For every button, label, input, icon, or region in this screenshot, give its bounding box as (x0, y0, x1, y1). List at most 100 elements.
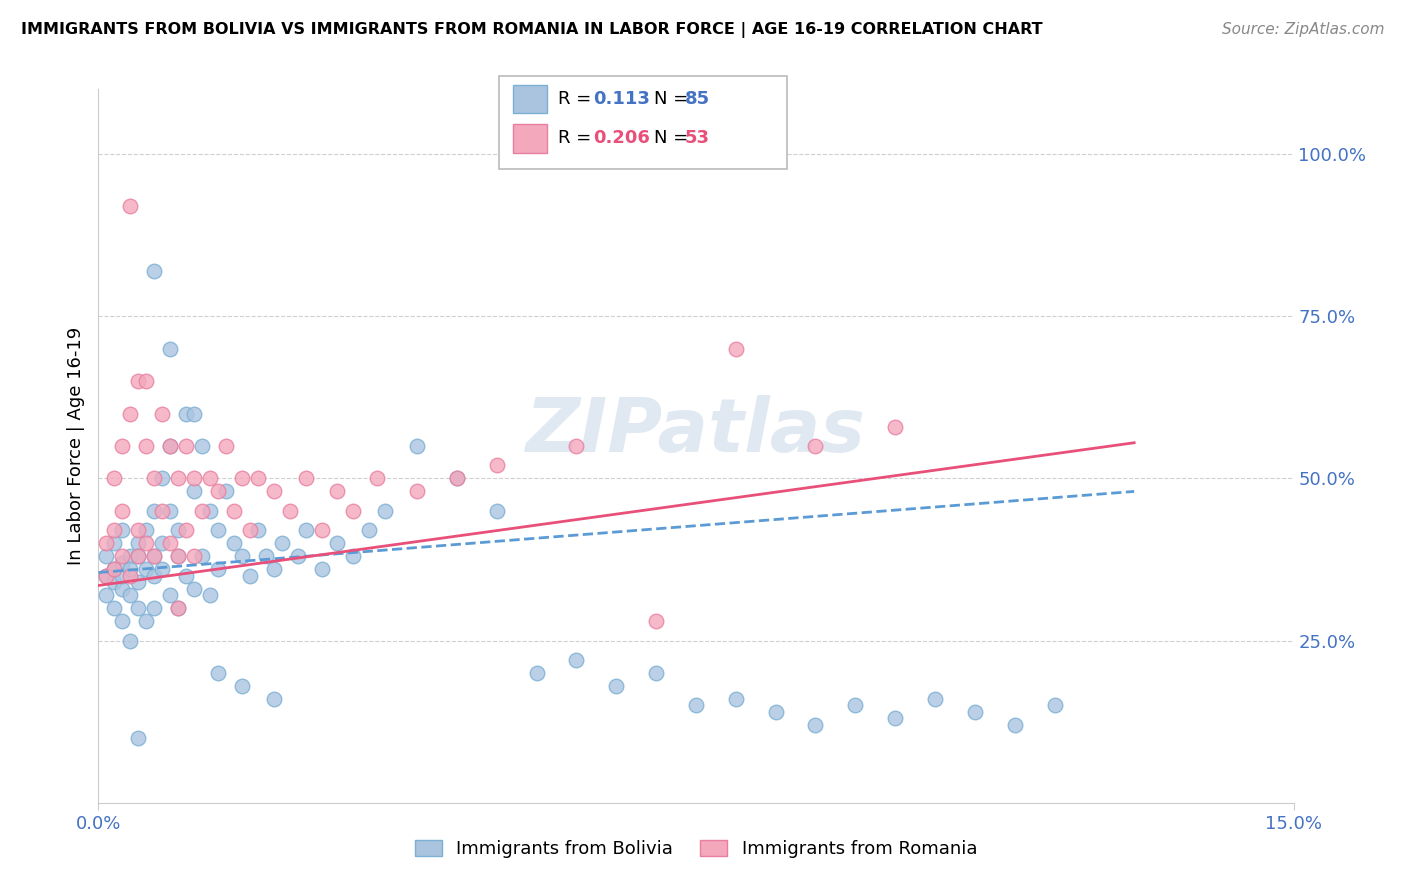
Point (215, 484, 238, 499)
Point (96, 536, 118, 550)
Point (278, 504, 301, 518)
Point (645, 614, 668, 628)
Point (135, 439, 157, 453)
Point (207, 484, 229, 499)
Point (198, 504, 221, 518)
Point (127, 601, 149, 615)
Point (183, 582, 205, 596)
Point (198, 588, 221, 602)
Point (150, 562, 173, 576)
Point (167, 471, 190, 485)
Point (174, 524, 197, 538)
Point (191, 549, 214, 564)
Point (804, 439, 827, 453)
Point (311, 524, 333, 538)
Point (159, 588, 181, 602)
Point (167, 601, 190, 615)
Point (120, 407, 142, 421)
Point (222, 536, 245, 550)
Point (167, 549, 190, 564)
Point (231, 679, 253, 693)
Point (311, 562, 333, 576)
Point (342, 549, 364, 564)
Point (111, 614, 134, 628)
Point (103, 524, 125, 538)
Point (183, 549, 205, 564)
Point (120, 199, 142, 213)
Point (446, 471, 468, 485)
Point (127, 549, 149, 564)
Point (884, 419, 907, 434)
Point (359, 524, 381, 538)
Point (374, 504, 396, 518)
Point (804, 718, 827, 732)
Point (127, 374, 149, 388)
Point (103, 601, 125, 615)
Point (263, 692, 285, 706)
Point (127, 536, 149, 550)
Point (135, 562, 157, 576)
Point (150, 471, 173, 485)
Point (884, 711, 907, 725)
Point (366, 471, 388, 485)
Point (143, 264, 166, 278)
Point (1043, 698, 1066, 713)
Point (844, 698, 866, 713)
Point (565, 439, 588, 453)
Point (765, 705, 787, 719)
Point (207, 562, 229, 576)
Text: IMMIGRANTS FROM BOLIVIA VS IMMIGRANTS FROM ROMANIA IN LABOR FORCE | AGE 16-19 CO: IMMIGRANTS FROM BOLIVIA VS IMMIGRANTS FR… (21, 22, 1043, 38)
Point (127, 549, 149, 564)
Point (111, 549, 134, 564)
Text: 85: 85 (685, 90, 710, 108)
Point (174, 407, 197, 421)
Point (191, 439, 214, 453)
Point (645, 666, 668, 681)
Text: R =: R = (558, 90, 603, 108)
Point (159, 536, 181, 550)
Point (150, 504, 173, 518)
Point (183, 471, 205, 485)
Point (294, 471, 316, 485)
Point (111, 582, 134, 596)
Point (143, 549, 166, 564)
Point (135, 374, 157, 388)
Y-axis label: In Labor Force | Age 16-19: In Labor Force | Age 16-19 (66, 326, 84, 566)
Point (120, 549, 142, 564)
Text: 53: 53 (685, 129, 710, 147)
Point (174, 568, 197, 582)
Point (111, 524, 134, 538)
Point (294, 524, 316, 538)
Point (485, 504, 508, 518)
Point (446, 471, 468, 485)
Point (127, 731, 149, 745)
Point (159, 342, 181, 356)
Point (111, 504, 134, 518)
Point (724, 342, 747, 356)
Point (103, 575, 125, 590)
Point (103, 536, 125, 550)
Point (127, 524, 149, 538)
Point (685, 698, 707, 713)
Point (605, 679, 627, 693)
Point (135, 614, 157, 628)
Point (143, 601, 166, 615)
Text: N =: N = (654, 90, 693, 108)
Point (263, 484, 285, 499)
Point (135, 536, 157, 550)
Point (406, 439, 429, 453)
Point (103, 562, 125, 576)
Point (485, 458, 508, 473)
Point (222, 504, 245, 518)
Point (326, 484, 349, 499)
Point (167, 524, 190, 538)
Point (96, 568, 118, 582)
Point (111, 439, 134, 453)
Point (143, 471, 166, 485)
Point (246, 524, 269, 538)
Point (103, 471, 125, 485)
Legend: Immigrants from Bolivia, Immigrants from Romania: Immigrants from Bolivia, Immigrants from… (408, 832, 984, 865)
Point (239, 568, 262, 582)
Point (135, 524, 157, 538)
Point (150, 536, 173, 550)
